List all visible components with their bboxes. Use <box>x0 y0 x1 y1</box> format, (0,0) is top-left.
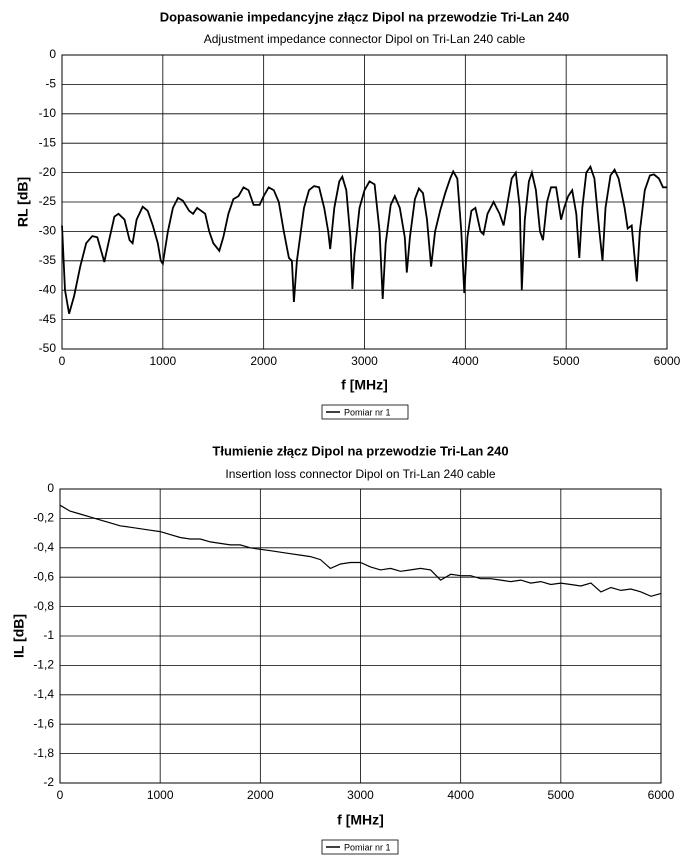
y-tick-label: -1,6 <box>33 716 54 730</box>
x-tick-label: 0 <box>57 788 64 802</box>
y-tick-label: -1,8 <box>33 746 54 760</box>
y-tick-label: -25 <box>39 194 57 208</box>
y-axis-label: RL [dB] <box>15 177 31 227</box>
y-tick-label: 0 <box>47 481 54 495</box>
y-tick-label: -0,8 <box>33 599 54 613</box>
x-tick-label: 3000 <box>347 788 374 802</box>
legend-label: Pomiar nr 1 <box>344 407 391 417</box>
x-tick-label: 4000 <box>447 788 474 802</box>
y-tick-label: -1,2 <box>33 658 54 672</box>
x-tick-label: 5000 <box>547 788 574 802</box>
plot-frame <box>59 488 662 784</box>
y-tick-label: -0,4 <box>33 540 54 554</box>
y-tick-label: -0,2 <box>33 511 54 525</box>
y-tick-label: -15 <box>39 135 57 149</box>
x-tick-label: 5000 <box>553 354 580 368</box>
y-tick-label: -2 <box>43 775 54 789</box>
x-tick-label: 0 <box>59 354 66 368</box>
x-tick-label: 6000 <box>654 354 681 368</box>
data-line <box>59 504 662 597</box>
y-tick-label: -50 <box>39 341 57 355</box>
y-tick-label: -1,4 <box>33 687 54 701</box>
y-tick-label: -45 <box>39 312 57 326</box>
x-tick-label: 4000 <box>452 354 479 368</box>
y-tick-label: 0 <box>49 47 56 61</box>
legend-label: Pomiar nr 1 <box>344 842 391 852</box>
y-tick-label: -10 <box>39 106 57 120</box>
chart-title: Tłumienie złącz Dipol na przewodzie Tri-… <box>212 443 508 458</box>
y-tick-label: -35 <box>39 253 57 267</box>
data-line <box>61 164 667 314</box>
y-tick-label: -0,6 <box>33 569 54 583</box>
plot-frame <box>61 54 668 350</box>
x-tick-label: 1000 <box>149 354 176 368</box>
x-axis-label: f [MHz] <box>341 377 388 393</box>
y-tick-label: -1 <box>43 628 54 642</box>
chart-subtitle: Adjustment impedance connector Dipol on … <box>204 32 526 46</box>
y-axis-label: IL [dB] <box>11 614 27 658</box>
legend-box <box>321 404 409 420</box>
x-tick-label: 2000 <box>250 354 277 368</box>
x-tick-label: 3000 <box>351 354 378 368</box>
chart-subtitle: Insertion loss connector Dipol on Tri-La… <box>225 467 495 481</box>
x-tick-label: 6000 <box>648 788 675 802</box>
chart-title: Dopasowanie impedancyjne złącz Dipol na … <box>160 9 570 24</box>
y-tick-label: -5 <box>45 77 56 91</box>
y-tick-label: -20 <box>39 165 57 179</box>
x-tick-label: 1000 <box>147 788 174 802</box>
y-tick-label: -30 <box>39 224 57 238</box>
legend-box <box>321 839 399 855</box>
y-tick-label: -40 <box>39 282 57 296</box>
x-axis-label: f [MHz] <box>337 812 384 828</box>
x-tick-label: 2000 <box>247 788 274 802</box>
